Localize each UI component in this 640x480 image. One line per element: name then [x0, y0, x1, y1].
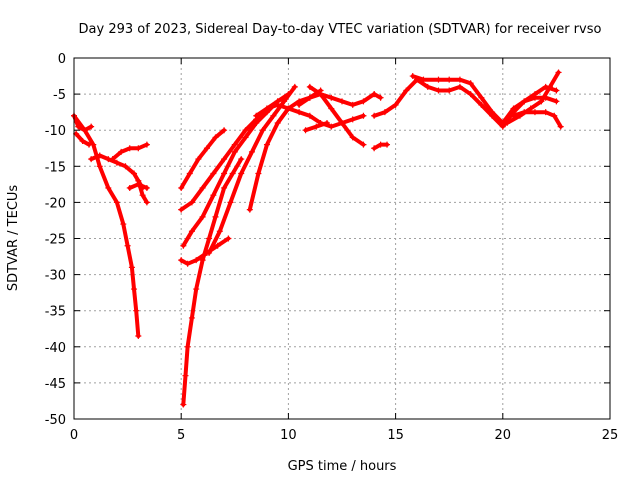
y-axis-label: SDTVAR / TECUs	[6, 185, 21, 292]
y-tick-label: -20	[45, 196, 66, 211]
series-line	[374, 80, 556, 127]
y-tick-label: -30	[45, 269, 66, 284]
series-arc-15	[253, 102, 366, 130]
data-point	[532, 109, 538, 115]
x-tick-label: 5	[177, 428, 185, 443]
series-line	[181, 130, 224, 188]
data-point	[446, 77, 452, 83]
y-tick-label: -5	[53, 88, 66, 103]
y-tick-label: 0	[58, 52, 66, 67]
y-axis-ticks: 0 -5 -10 -15 -20 -25 -30 -35 -40 -45 -50	[45, 52, 610, 428]
y-tick-label: -35	[45, 305, 66, 320]
x-tick-label: 0	[70, 428, 78, 443]
x-axis-label: GPS time / hours	[288, 459, 397, 474]
y-tick-label: -45	[45, 377, 66, 392]
series-line	[209, 87, 295, 253]
series-arc-23	[371, 142, 390, 152]
y-tick-label: -15	[45, 160, 66, 175]
series-arc-12	[206, 84, 298, 256]
x-tick-label: 20	[495, 428, 512, 443]
y-tick-label: -25	[45, 233, 66, 248]
series-arc-7	[135, 178, 150, 206]
series-arc-5	[110, 142, 150, 162]
series-line	[138, 181, 147, 203]
y-tick-label: -50	[45, 413, 66, 428]
series-arc-19	[371, 77, 559, 130]
series-arc-22	[511, 109, 564, 129]
x-tick-label: 15	[387, 428, 404, 443]
data-point	[384, 142, 390, 148]
x-tick-label: 10	[280, 428, 297, 443]
x-axis-ticks: 0 5 10 15 20 25	[70, 58, 618, 443]
series-line	[514, 112, 561, 126]
y-tick-label: -10	[45, 124, 66, 139]
x-tick-label: 25	[602, 428, 619, 443]
y-tick-label: -40	[45, 341, 66, 356]
data-point	[435, 77, 441, 83]
series-line	[74, 116, 91, 130]
sdtvar-chart: Day 293 of 2023, Sidereal Day-to-day VTE…	[0, 0, 640, 480]
chart-title: Day 293 of 2023, Sidereal Day-to-day VTE…	[79, 22, 602, 37]
